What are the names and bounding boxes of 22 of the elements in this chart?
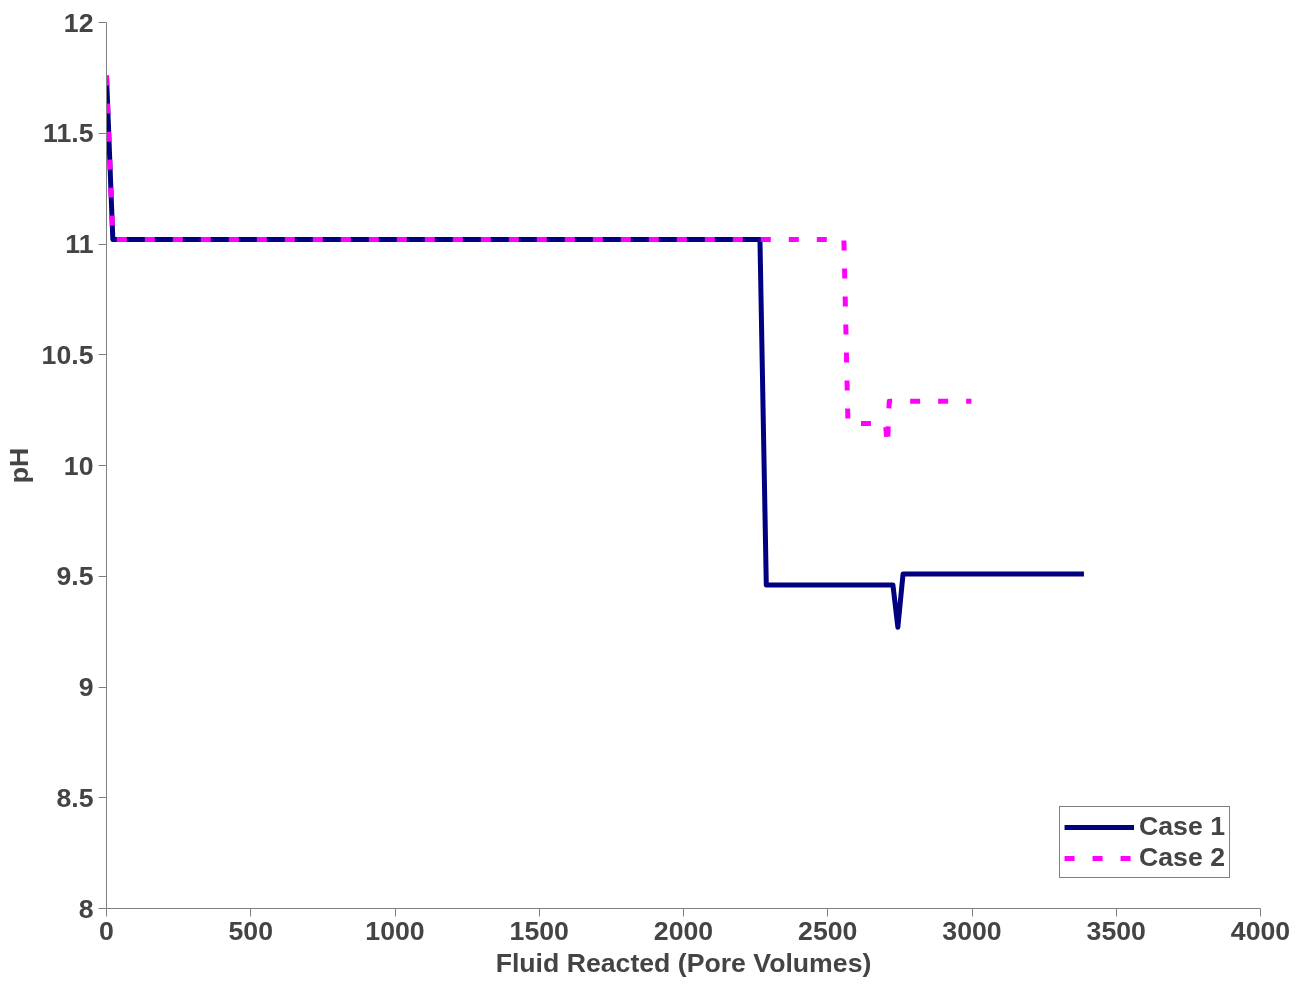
y-tick-label: 10.5	[41, 339, 94, 370]
x-tick-label: 4000	[1230, 915, 1291, 946]
y-tick-label: 10	[63, 450, 94, 481]
y-axis-title: pH	[3, 447, 34, 484]
y-tick-label: 9.5	[56, 561, 94, 592]
x-tick-label: 3500	[1086, 915, 1146, 946]
x-tick-label: 500	[228, 915, 273, 946]
y-tick-label: 8	[78, 893, 94, 924]
legend-label: Case 1	[1139, 811, 1225, 842]
x-tick-label: 3000	[942, 915, 1002, 946]
x-axis-title: Fluid Reacted (Pore Volumes)	[495, 947, 872, 978]
y-tick-label: 11	[65, 229, 94, 259]
x-tick-label: 1000	[365, 915, 425, 946]
legend-label: Case 2	[1139, 842, 1225, 873]
x-tick-label: 0	[99, 915, 114, 946]
x-tick-label: 2000	[653, 915, 714, 946]
x-tick-label: 2500	[798, 915, 858, 946]
y-tick-label: 8.5	[56, 782, 94, 813]
y-tick-label: 11.5	[43, 118, 94, 149]
y-tick-label: 12	[63, 7, 94, 38]
y-tick-label: 9	[78, 672, 94, 702]
x-tick-label: 1500	[509, 915, 569, 946]
